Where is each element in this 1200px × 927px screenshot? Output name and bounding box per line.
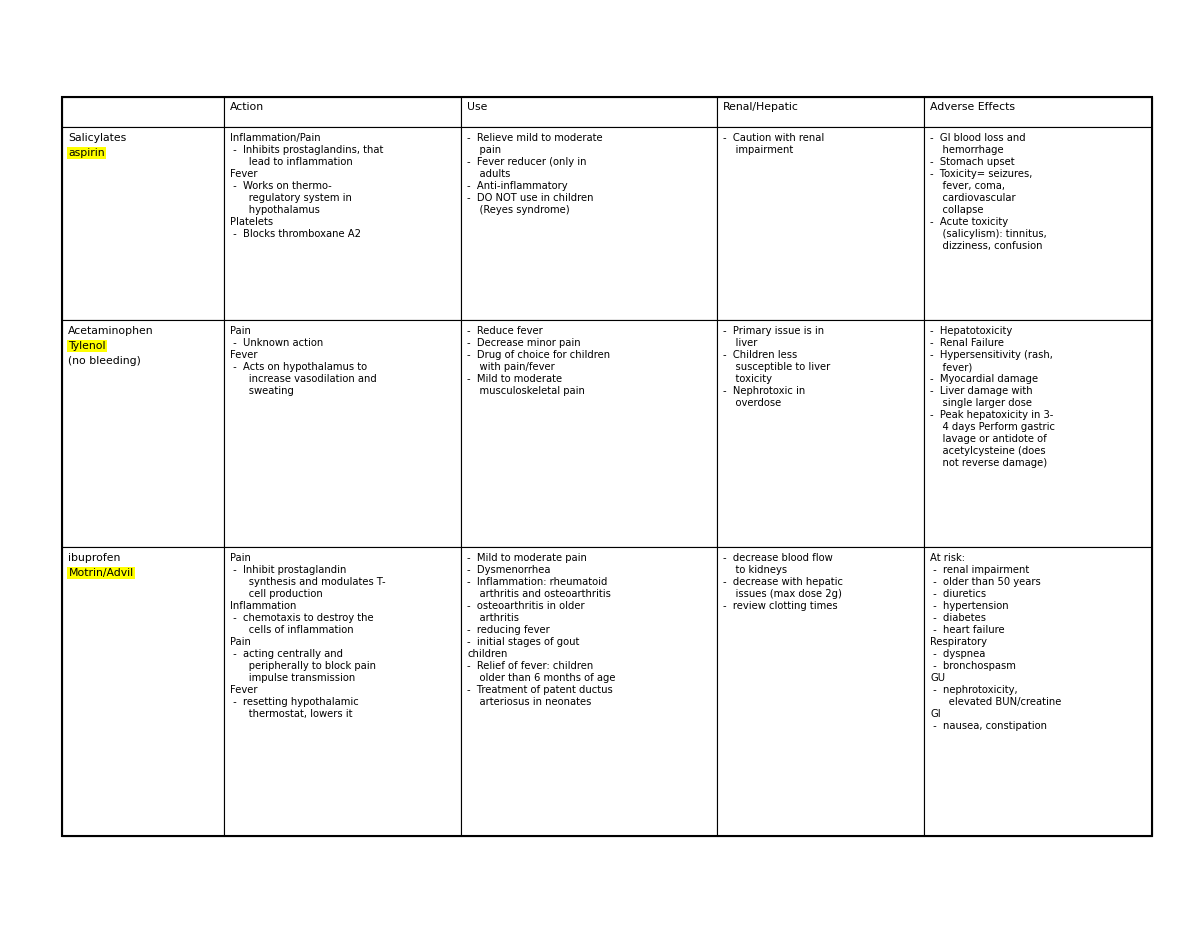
Bar: [223, 547, 461, 836]
Text: ibuprofen: ibuprofen: [68, 553, 121, 564]
Text: Tylenol: Tylenol: [68, 341, 106, 351]
Text: (no bleeding): (no bleeding): [68, 356, 142, 365]
Text: Pain
 -  Inhibit prostaglandin
      synthesis and modulates T-
      cell produ: Pain - Inhibit prostaglandin synthesis a…: [229, 553, 385, 719]
Bar: [223, 320, 461, 547]
Bar: [718, 127, 924, 320]
Bar: [718, 97, 924, 127]
Text: Renal/Hepatic: Renal/Hepatic: [724, 102, 799, 112]
Text: Salicylates: Salicylates: [68, 133, 127, 144]
Text: At risk:
 -  renal impairment
 -  older than 50 years
 -  diuretics
 -  hyperten: At risk: - renal impairment - older than…: [930, 553, 1062, 731]
Bar: [461, 547, 718, 836]
Text: Adverse Effects: Adverse Effects: [930, 102, 1015, 112]
Text: Pain
 -  Unknown action
Fever
 -  Acts on hypothalamus to
      increase vasodil: Pain - Unknown action Fever - Acts on hy…: [229, 326, 377, 397]
Bar: [62, 97, 1152, 836]
Bar: [461, 320, 718, 547]
Text: -  Hepatotoxicity
-  Renal Failure
-  Hypersensitivity (rash,
    fever)
-  Myoc: - Hepatotoxicity - Renal Failure - Hyper…: [930, 326, 1055, 468]
Text: Use: Use: [467, 102, 487, 112]
Bar: [62, 97, 223, 127]
Text: -  Caution with renal
    impairment: - Caution with renal impairment: [724, 133, 824, 156]
Text: Inflammation/Pain
 -  Inhibits prostaglandins, that
      lead to inflammation
F: Inflammation/Pain - Inhibits prostagland…: [229, 133, 383, 239]
Bar: [924, 320, 1152, 547]
Text: aspirin: aspirin: [68, 148, 106, 159]
Text: -  Primary issue is in
    liver
-  Children less
    susceptible to liver
    t: - Primary issue is in liver - Children l…: [724, 326, 830, 408]
Text: Motrin/Advil: Motrin/Advil: [68, 568, 133, 578]
Bar: [62, 320, 223, 547]
Bar: [924, 127, 1152, 320]
Bar: [223, 97, 461, 127]
Text: -  decrease blood flow
    to kidneys
-  decrease with hepatic
    issues (max d: - decrease blood flow to kidneys - decre…: [724, 553, 844, 612]
Text: -  Reduce fever
-  Decrease minor pain
-  Drug of choice for children
    with p: - Reduce fever - Decrease minor pain - D…: [467, 326, 611, 397]
Bar: [718, 547, 924, 836]
Bar: [924, 97, 1152, 127]
Bar: [223, 127, 461, 320]
Bar: [461, 127, 718, 320]
Text: -  GI blood loss and
    hemorrhage
-  Stomach upset
-  Toxicity= seizures,
    : - GI blood loss and hemorrhage - Stomach…: [930, 133, 1048, 251]
Bar: [461, 97, 718, 127]
Text: Acetaminophen: Acetaminophen: [68, 326, 154, 337]
Bar: [62, 127, 223, 320]
Text: -  Mild to moderate pain
-  Dysmenorrhea
-  Inflammation: rheumatoid
    arthrit: - Mild to moderate pain - Dysmenorrhea -…: [467, 553, 616, 707]
Text: -  Relieve mild to moderate
    pain
-  Fever reducer (only in
    adults
-  Ant: - Relieve mild to moderate pain - Fever …: [467, 133, 602, 215]
Bar: [924, 547, 1152, 836]
Bar: [62, 547, 223, 836]
Bar: [718, 320, 924, 547]
Text: Action: Action: [229, 102, 264, 112]
